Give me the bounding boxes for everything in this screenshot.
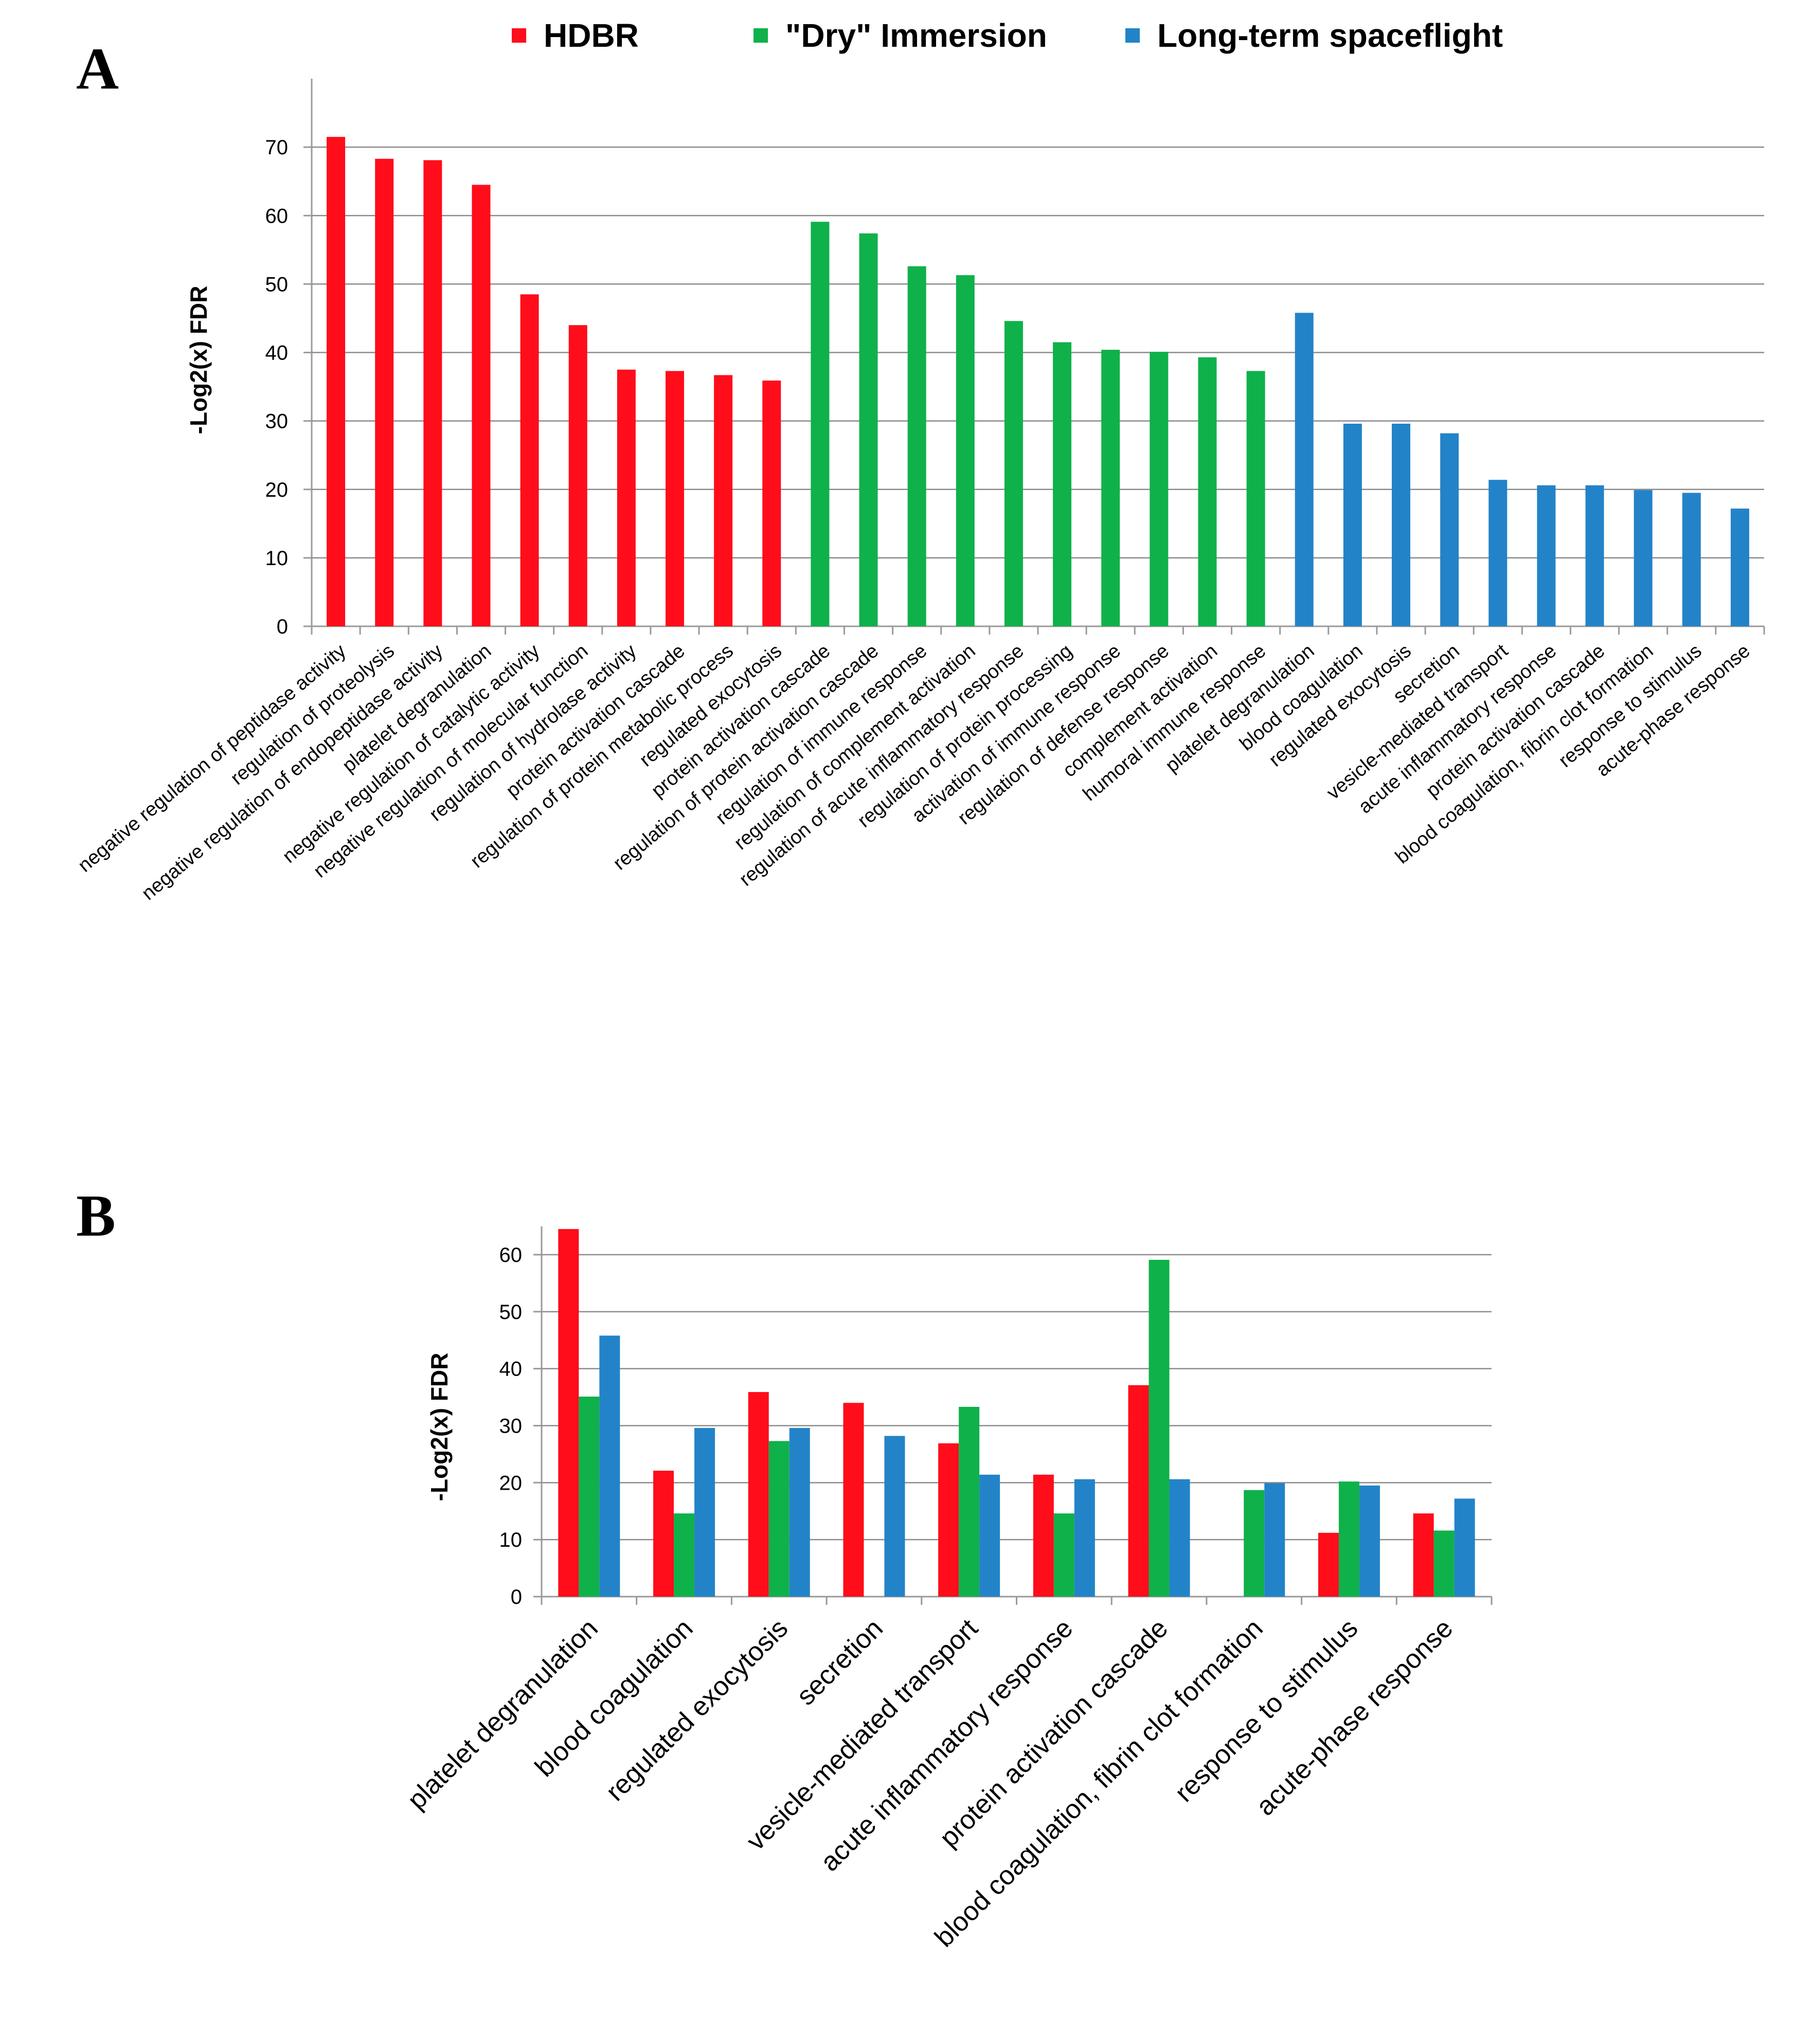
bar-protein-activation-cascade — [811, 222, 830, 626]
y-tick-label: 30 — [265, 410, 289, 433]
bar-dry-immersion-acute-inflammatory-response — [1053, 1513, 1074, 1597]
y-tick-label: 50 — [265, 273, 289, 296]
y-tick-label: 30 — [499, 1415, 523, 1438]
bar-negative-regulation-of-peptidase-activity — [327, 137, 346, 626]
panel-a-y-axis-title: -Log2(x) FDR — [185, 286, 212, 435]
bar-negative-regulation-of-catalytic-activity — [520, 294, 539, 626]
bar-secretion — [1440, 433, 1459, 626]
panel-a-letter: A — [76, 36, 119, 101]
y-tick-label: 0 — [277, 616, 288, 638]
panel-b-letter: B — [76, 1183, 116, 1249]
bar-regulation-of-acute-inflammatory-response — [1004, 321, 1023, 626]
bar-long-term-spaceflight-regulated-exocytosis — [789, 1427, 810, 1597]
bar-regulation-of-hydrolase-activity — [617, 369, 636, 626]
bar-acute-phase-response — [1730, 509, 1749, 626]
bar-hdbr-secretion — [843, 1403, 864, 1597]
bar-hdbr-protein-activation-cascade — [1128, 1385, 1149, 1597]
bar-hdbr-blood-coagulation — [653, 1471, 674, 1597]
panel-b-y-axis-title: -Log2(x) FDR — [426, 1353, 453, 1502]
bar-hdbr-acute-phase-response — [1413, 1513, 1434, 1597]
bar-dry-immersion-acute-phase-response — [1433, 1530, 1455, 1597]
bar-long-term-spaceflight-platelet-degranulation — [599, 1335, 620, 1597]
bar-blood-coagulation-fibrin-clot-formation — [1634, 490, 1653, 626]
y-tick-label: 10 — [499, 1529, 523, 1551]
legend: HDBR "Dry" Immersion Long-term spaceflig… — [512, 17, 1503, 54]
bar-negative-regulation-of-molecular-function — [568, 325, 587, 626]
bar-protein-activation-cascade — [666, 371, 684, 626]
bar-long-term-spaceflight-acute-phase-response — [1454, 1498, 1475, 1597]
bar-regulation-of-immune-response — [907, 266, 926, 626]
bar-vesicle-mediated-transport — [1488, 480, 1508, 626]
y-tick-label: 10 — [265, 547, 289, 570]
y-tick-label: 20 — [265, 479, 289, 501]
y-tick-label: 40 — [499, 1358, 523, 1381]
bar-activation-of-immune-response — [1101, 350, 1120, 626]
x-category-label: blood coagulation — [529, 1613, 698, 1782]
bar-complement-activation — [1198, 357, 1217, 626]
legend-label-hdbr: HDBR — [544, 17, 639, 54]
bar-regulation-of-complement-activation — [956, 275, 975, 626]
bar-long-term-spaceflight-acute-inflammatory-response — [1074, 1479, 1095, 1597]
x-category-label: blood coagulation, fibrin clot formation — [929, 1613, 1268, 1952]
bar-long-term-spaceflight-blood-coagulation — [694, 1427, 715, 1597]
bar-regulation-of-proteolysis — [375, 158, 394, 627]
bar-long-term-spaceflight-protein-activation-cascade — [1169, 1479, 1190, 1597]
x-category-label: acute-phase response — [1250, 1613, 1459, 1821]
y-tick-label: 50 — [499, 1301, 523, 1324]
bar-dry-immersion-blood-coagulation — [674, 1513, 695, 1597]
bar-humoral-immune-response — [1246, 371, 1265, 626]
bar-hdbr-platelet-degranulation — [558, 1229, 579, 1597]
x-category-label: response to stimulus — [1169, 1613, 1364, 1807]
bar-dry-immersion-response-to-stimulus — [1338, 1481, 1359, 1597]
bar-long-term-spaceflight-response-to-stimulus — [1359, 1485, 1380, 1597]
y-tick-label: 70 — [265, 136, 289, 159]
bar-long-term-spaceflight-blood-coagulation-fibrin-clot-formation — [1264, 1483, 1285, 1597]
bar-dry-immersion-blood-coagulation-fibrin-clot-formation — [1244, 1490, 1265, 1597]
bar-acute-inflammatory-response — [1537, 485, 1556, 626]
legend-swatch-dry-immersion — [754, 28, 768, 43]
bar-platelet-degranulation — [472, 185, 491, 626]
x-category-label: regulated exocytosis — [600, 1613, 794, 1806]
bar-hdbr-regulated-exocytosis — [748, 1392, 769, 1597]
bar-dry-immersion-regulated-exocytosis — [768, 1441, 790, 1597]
bar-regulation-of-protein-processing — [1053, 342, 1072, 626]
bar-response-to-stimulus — [1682, 493, 1701, 626]
bar-hdbr-response-to-stimulus — [1318, 1532, 1339, 1597]
bar-dry-immersion-vesicle-mediated-transport — [959, 1406, 980, 1597]
bar-long-term-spaceflight-secretion — [884, 1436, 905, 1597]
bar-dry-immersion-platelet-degranulation — [579, 1396, 600, 1597]
x-category-label: secretion — [791, 1613, 889, 1711]
x-category-label: platelet degranulation — [402, 1613, 604, 1815]
bar-regulation-of-protein-metabolic-process — [714, 375, 733, 626]
y-tick-label: 60 — [499, 1244, 523, 1267]
bar-dry-immersion-protein-activation-cascade — [1149, 1259, 1170, 1597]
y-tick-label: 0 — [511, 1586, 522, 1608]
bar-long-term-spaceflight-vesicle-mediated-transport — [979, 1474, 1000, 1597]
bar-protein-activation-cascade — [1585, 485, 1604, 626]
bar-regulation-of-defense-response — [1150, 352, 1169, 626]
bar-regulated-exocytosis — [1392, 423, 1410, 626]
bar-regulated-exocytosis — [762, 381, 781, 626]
bar-platelet-degranulation — [1295, 313, 1314, 626]
y-tick-label: 60 — [265, 205, 289, 227]
bar-hdbr-vesicle-mediated-transport — [938, 1443, 959, 1597]
y-tick-label: 40 — [265, 342, 289, 365]
legend-label-spaceflight: Long-term spaceflight — [1157, 17, 1503, 54]
bar-negative-regulation-of-endopeptidase-activity — [423, 160, 442, 627]
bar-blood-coagulation — [1343, 423, 1362, 626]
bar-hdbr-acute-inflammatory-response — [1033, 1474, 1054, 1597]
legend-label-dry-immersion: "Dry" Immersion — [785, 17, 1047, 54]
bar-regulation-of-protein-activation-cascade — [859, 233, 878, 627]
legend-swatch-hdbr — [512, 28, 526, 43]
legend-swatch-spaceflight — [1125, 28, 1140, 43]
y-tick-label: 20 — [499, 1472, 523, 1494]
